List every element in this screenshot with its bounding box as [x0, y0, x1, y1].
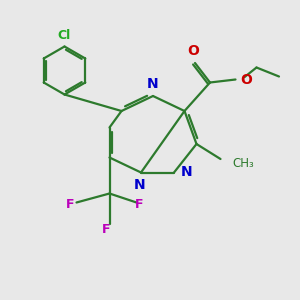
Text: F: F — [66, 198, 75, 211]
Text: F: F — [102, 223, 111, 236]
Text: CH₃: CH₃ — [232, 157, 254, 170]
Text: N: N — [181, 166, 192, 179]
Text: F: F — [135, 198, 144, 211]
Text: N: N — [134, 178, 145, 192]
Text: O: O — [188, 44, 200, 58]
Text: O: O — [240, 73, 252, 86]
Text: N: N — [147, 76, 159, 91]
Text: Cl: Cl — [58, 29, 71, 42]
